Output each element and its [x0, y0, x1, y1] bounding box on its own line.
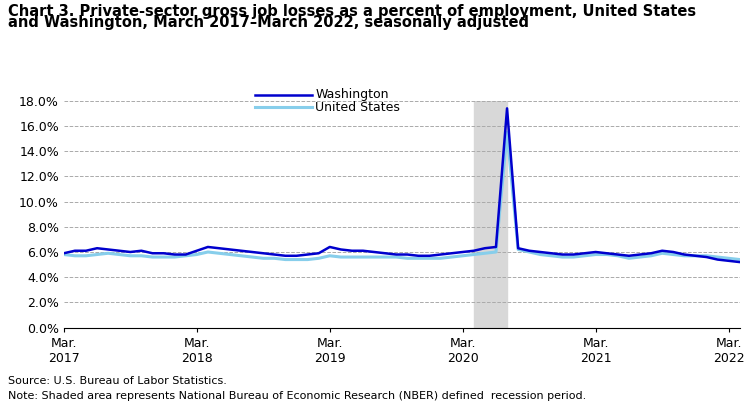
Text: and Washington, March 2017–March 2022, seasonally adjusted: and Washington, March 2017–March 2022, s… — [8, 15, 529, 30]
Text: Chart 3. Private-sector gross job losses as a percent of employment, United Stat: Chart 3. Private-sector gross job losses… — [8, 4, 695, 19]
Text: Note: Shaded area represents National Bureau of Economic Research (NBER) defined: Note: Shaded area represents National Bu… — [8, 391, 586, 402]
Text: Washington: Washington — [315, 88, 389, 101]
Text: United States: United States — [315, 101, 400, 113]
Text: Source: U.S. Bureau of Labor Statistics.: Source: U.S. Bureau of Labor Statistics. — [8, 376, 226, 386]
Bar — [474, 101, 507, 328]
